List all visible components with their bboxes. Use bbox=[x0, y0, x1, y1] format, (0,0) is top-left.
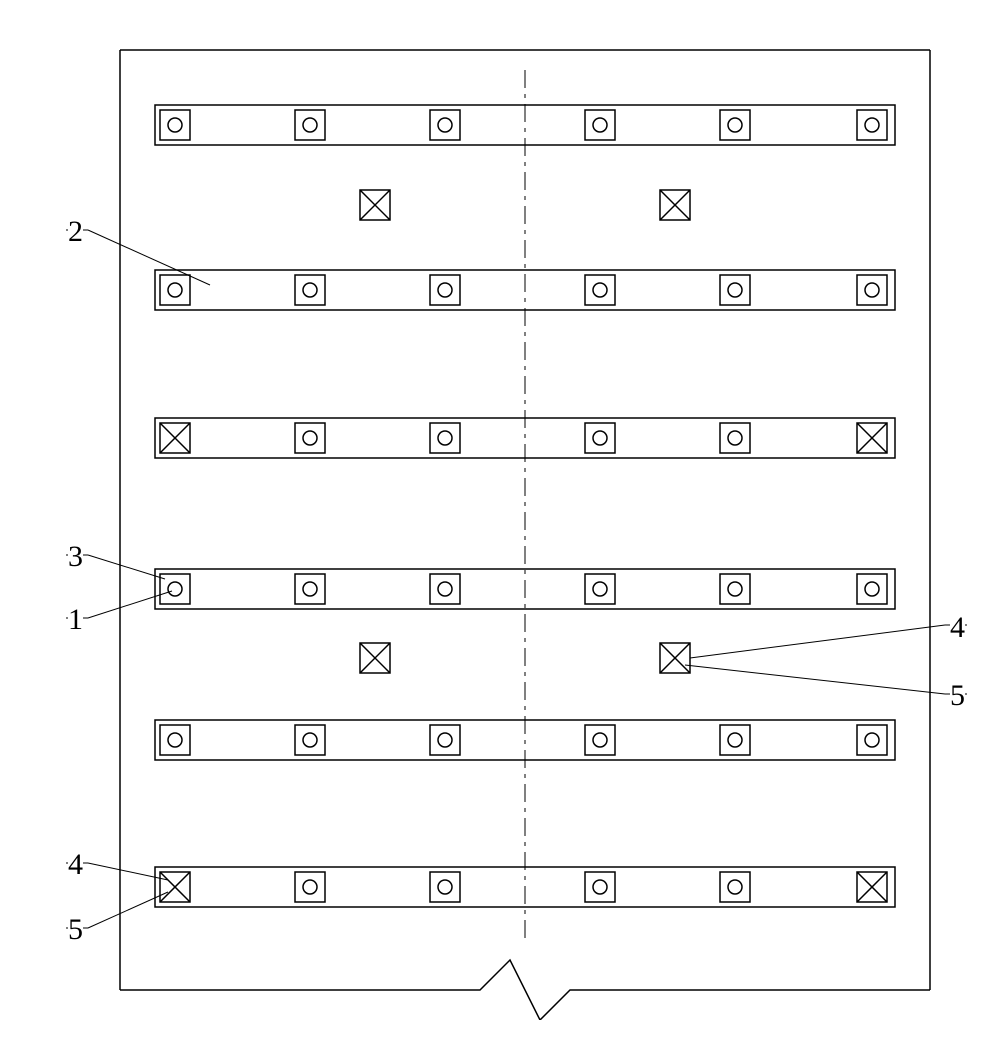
callout-label-1: 1 bbox=[68, 605, 83, 635]
callout-label-4-right: 4 bbox=[950, 613, 965, 643]
callout-label-5-left: 5 bbox=[68, 915, 83, 945]
diagram-root: 2 3 1 4 5 4 5 bbox=[20, 20, 986, 1020]
callout-label-5-right: 5 bbox=[950, 681, 965, 711]
callout-label-2: 2 bbox=[68, 217, 83, 247]
diagram-svg bbox=[20, 20, 986, 1020]
callout-label-4-left: 4 bbox=[68, 850, 83, 880]
callout-label-3: 3 bbox=[68, 542, 83, 572]
